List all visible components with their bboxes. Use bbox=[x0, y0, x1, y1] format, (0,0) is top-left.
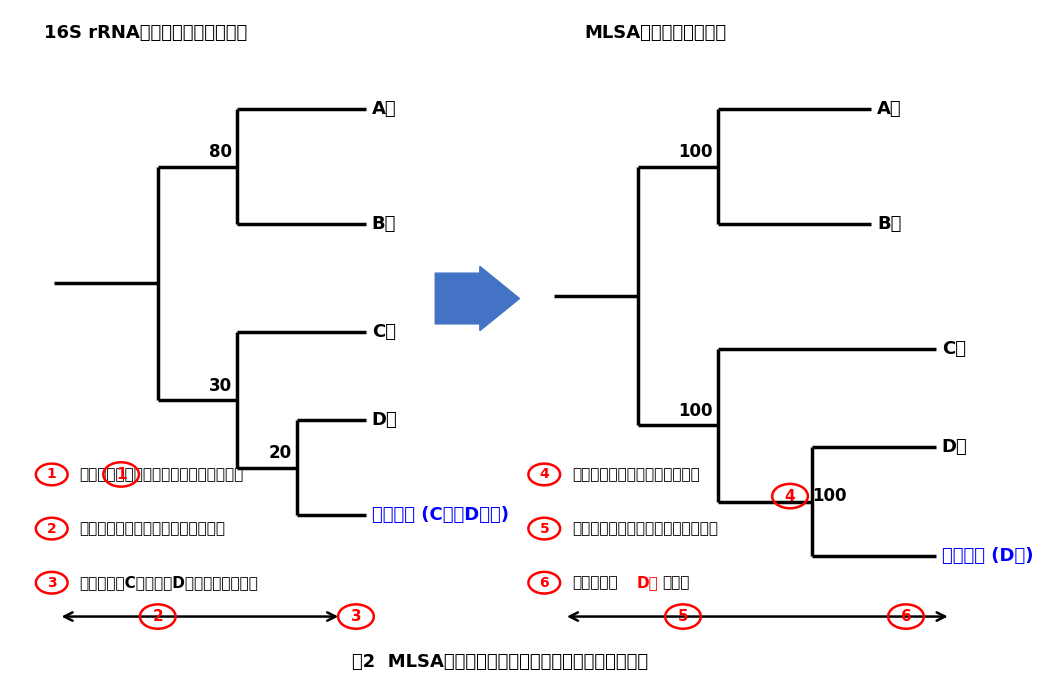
Text: と判定: と判定 bbox=[662, 575, 690, 590]
Text: D種: D種 bbox=[372, 411, 398, 429]
Text: 1: 1 bbox=[47, 467, 57, 482]
Text: 3: 3 bbox=[351, 609, 361, 624]
Text: C種: C種 bbox=[372, 323, 396, 341]
Text: MLSA法による系統分類: MLSA法による系統分類 bbox=[584, 25, 726, 42]
Text: 5: 5 bbox=[539, 521, 549, 536]
Text: 5: 5 bbox=[677, 609, 688, 624]
Text: 利用菌株 (C種？D種？): 利用菌株 (C種？D種？) bbox=[372, 506, 509, 524]
Text: 80: 80 bbox=[209, 143, 232, 161]
Text: 20: 20 bbox=[268, 445, 291, 462]
Text: ブートストラップ値が向上した: ブートストラップ値が向上した bbox=[572, 467, 699, 482]
Text: 利用菌株がC種なのかD種なのか判別困難: 利用菌株がC種なのかD種なのか判別困難 bbox=[80, 575, 259, 590]
Text: 3: 3 bbox=[47, 575, 57, 590]
Text: 2: 2 bbox=[153, 609, 163, 624]
Text: 菌種間での配列距離（枝長）が長い: 菌種間での配列距離（枝長）が長い bbox=[572, 521, 718, 536]
Text: B種: B種 bbox=[372, 215, 396, 233]
Text: A種: A種 bbox=[372, 100, 397, 118]
Text: 4: 4 bbox=[784, 488, 796, 503]
Text: 4: 4 bbox=[539, 467, 549, 482]
Text: B種: B種 bbox=[877, 215, 901, 233]
Text: D種: D種 bbox=[637, 575, 659, 590]
Text: 6: 6 bbox=[900, 609, 911, 624]
Text: 100: 100 bbox=[811, 487, 846, 505]
Text: 30: 30 bbox=[209, 377, 232, 395]
Text: 2: 2 bbox=[47, 521, 57, 536]
FancyArrow shape bbox=[436, 266, 519, 331]
Text: 100: 100 bbox=[678, 402, 713, 420]
Text: 100: 100 bbox=[678, 143, 713, 161]
Text: 菌種間での配列距離（枝長）が短い: 菌種間での配列距離（枝長）が短い bbox=[80, 521, 225, 536]
Text: C種: C種 bbox=[941, 340, 965, 358]
Text: 1: 1 bbox=[116, 467, 127, 482]
Text: 図2  MLSA法による微生物分類の高精度化のイメージ: 図2 MLSA法による微生物分類の高精度化のイメージ bbox=[352, 653, 648, 671]
Text: 利用菌株は: 利用菌株は bbox=[572, 575, 618, 590]
Text: A種: A種 bbox=[877, 100, 901, 118]
Text: 6: 6 bbox=[539, 575, 549, 590]
Text: 16S rRNA遠伝子による系統分類: 16S rRNA遠伝子による系統分類 bbox=[44, 25, 247, 42]
Text: 利用菌株 (D種): 利用菌株 (D種) bbox=[941, 547, 1033, 564]
Text: 信頼性を示すブートストラップ値が低い: 信頼性を示すブートストラップ値が低い bbox=[80, 467, 244, 482]
Text: D種: D種 bbox=[941, 438, 967, 456]
